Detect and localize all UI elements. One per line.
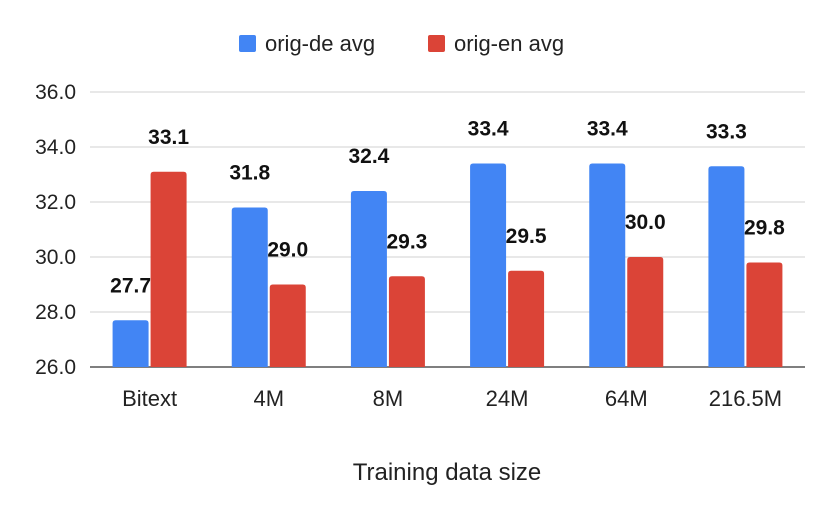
legend-swatch [428, 35, 445, 52]
y-tick-label: 32.0 [35, 191, 76, 214]
y-tick-labels: 26.0 28.0 30.0 32.0 34.0 36.0 [35, 81, 76, 379]
data-label: 29.3 [386, 230, 427, 253]
bar-orig-en-4M [269, 284, 306, 367]
data-label: 30.0 [625, 211, 666, 234]
y-tick-label: 28.0 [35, 301, 76, 324]
category-label: 64M [605, 386, 648, 411]
legend-label: orig-en avg [454, 31, 564, 56]
category-labels: Bitext 4M 8M 24M 64M 216.5M [122, 386, 782, 411]
legend: orig-de avg orig-en avg [239, 31, 564, 56]
legend-swatch [239, 35, 256, 52]
data-label: 33.4 [468, 118, 509, 141]
category-label: 216.5M [709, 386, 782, 411]
bars [112, 163, 783, 367]
bar-orig-en-216.5M [746, 262, 783, 367]
data-label: 31.8 [229, 162, 270, 185]
bar-orig-de-Bitext [112, 320, 149, 367]
bar-orig-de-24M [470, 163, 507, 367]
data-label: 33.3 [706, 120, 747, 143]
bar-orig-de-64M [589, 163, 626, 367]
category-label: 24M [486, 386, 529, 411]
gridlines [90, 91, 805, 368]
y-tick-label: 34.0 [35, 136, 76, 159]
data-labels: 27.7 33.1 31.8 29.0 32.4 29.3 33.4 29.5 33.4 30.0… [110, 118, 785, 298]
y-tick-label: 30.0 [35, 246, 76, 269]
data-label: 27.7 [110, 274, 151, 297]
bar-orig-de-4M [231, 207, 268, 367]
legend-label: orig-de avg [265, 31, 375, 56]
bar-orig-en-8M [388, 276, 425, 367]
data-label: 29.5 [506, 225, 547, 248]
bar-orig-de-8M [350, 191, 387, 367]
category-label: 8M [373, 386, 404, 411]
x-axis-label: Training data size [353, 459, 542, 486]
y-tick-label: 26.0 [35, 356, 76, 379]
bar-orig-en-Bitext [150, 171, 187, 367]
data-label: 33.4 [587, 118, 628, 141]
data-label: 33.1 [148, 126, 189, 149]
bar-orig-en-24M [508, 270, 545, 367]
category-label: 4M [253, 386, 284, 411]
data-label: 32.4 [348, 145, 389, 168]
bar-orig-en-64M [627, 257, 664, 367]
data-label: 29.0 [267, 239, 308, 262]
bar-orig-de-216.5M [708, 166, 745, 367]
category-label: Bitext [122, 386, 177, 411]
data-label: 29.8 [744, 217, 785, 240]
y-tick-label: 36.0 [35, 81, 76, 104]
